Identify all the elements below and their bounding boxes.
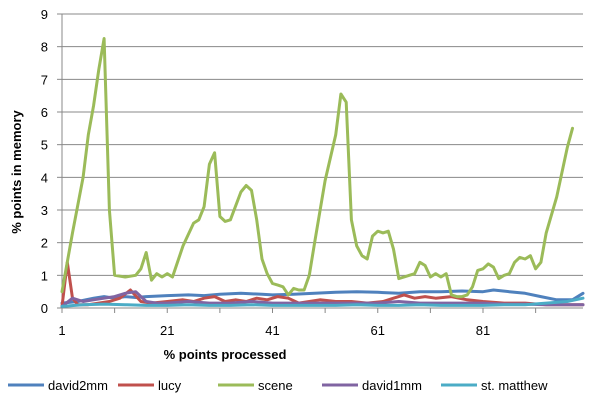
series-line-david2mm [60,288,585,305]
y-tick-label: 4 [41,170,48,185]
y-tick-labels: 0 1 2 3 4 5 6 7 8 9 [41,7,48,316]
y-tick-label: 1 [41,268,48,283]
series-line-david1mm [60,290,585,308]
y-tick-label: 6 [41,105,48,120]
y-tick-label: 5 [41,138,48,153]
y-tick-label: 7 [41,72,48,87]
gridlines [62,13,583,276]
series-line-lucy [60,260,585,308]
x-tick-label: 81 [476,323,490,338]
axes [57,13,583,313]
legend-item: david1mm [322,378,422,393]
x-tick-label: 41 [265,323,279,338]
legend-item: lucy [118,378,182,393]
legend-label: david1mm [362,378,422,393]
y-tick-label: 3 [41,203,48,218]
x-tick-label: 61 [371,323,385,338]
y-tick-label: 2 [41,236,48,251]
legend-item: st. matthew [441,378,548,393]
legend-label: lucy [158,378,182,393]
legend-label: st. matthew [481,378,548,393]
y-tick-label: 8 [41,40,48,55]
y-tick-label: 0 [41,301,48,316]
series-line-scene [60,37,574,299]
legend-label: david2mm [48,378,108,393]
x-tick-label: 1 [58,323,65,338]
y-axis-title: % points in memory [9,109,24,233]
x-tick-labels: 1 21 41 61 81 [58,323,490,338]
y-tick-label: 9 [41,7,48,22]
x-tick-label: 21 [160,323,174,338]
series-line-st-matthew [60,296,585,308]
x-axis-title: % points processed [164,347,287,362]
series-lines [60,37,585,308]
legend-label: scene [258,378,293,393]
legend-item: david2mm [8,378,108,393]
legend: david2mm lucy scene david1mm st. matthew [8,378,548,393]
legend-item: scene [218,378,293,393]
